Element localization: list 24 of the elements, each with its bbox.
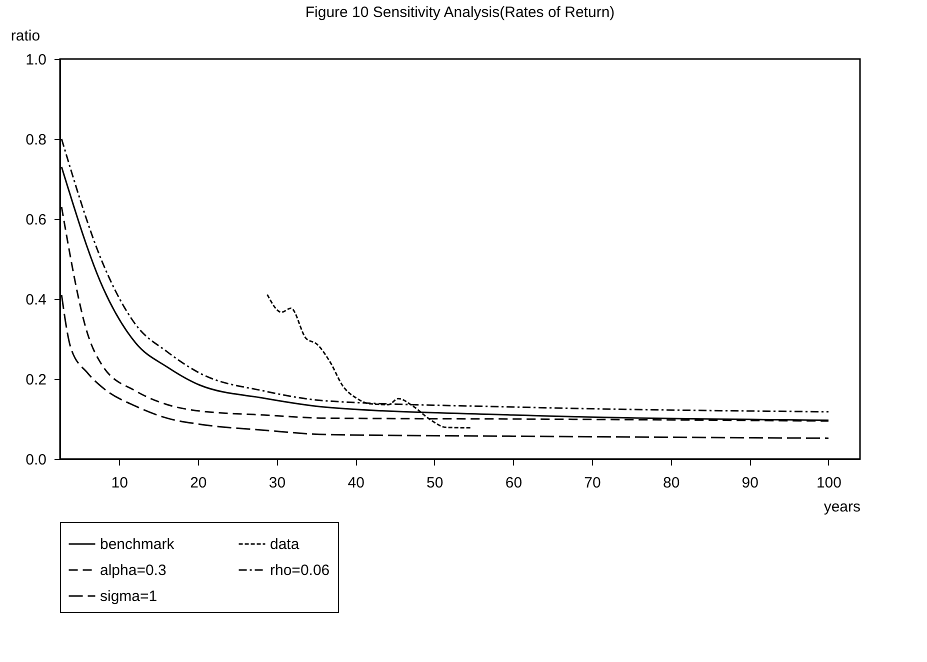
x-tick-label: 60 xyxy=(505,474,522,492)
y-tick-label: 0.0 xyxy=(26,452,46,468)
y-tick-label: 0.8 xyxy=(26,132,46,148)
x-tick-label: 40 xyxy=(348,474,364,492)
y-tick-label: 0.6 xyxy=(26,212,46,228)
x-tick-label: 90 xyxy=(742,474,758,492)
x-axis-title: years xyxy=(824,498,860,516)
x-tick-label: 50 xyxy=(426,474,444,492)
chart-title: Figure 10 Sensitivity Analysis(Rates of Return) xyxy=(305,4,615,21)
y-axis-title: ratio xyxy=(10,28,40,44)
x-tick-label: 20 xyxy=(190,474,207,492)
x-tick-label: 30 xyxy=(268,474,286,492)
x-tick-label: 80 xyxy=(662,474,680,492)
legend-label: alpha=0.3 xyxy=(100,562,166,579)
legend-label: benchmark xyxy=(100,536,175,553)
legend-label: data xyxy=(270,536,300,553)
legend-label: rho=0.06 xyxy=(270,562,330,579)
x-tick-label: 100 xyxy=(816,474,842,492)
y-tick-label: 0.4 xyxy=(26,292,46,308)
x-tick-label: 10 xyxy=(111,474,128,492)
y-tick-label: 1.0 xyxy=(26,52,46,68)
x-tick-label: 70 xyxy=(584,474,601,492)
y-tick-label: 0.2 xyxy=(26,372,46,388)
legend-label: sigma=1 xyxy=(100,588,158,605)
